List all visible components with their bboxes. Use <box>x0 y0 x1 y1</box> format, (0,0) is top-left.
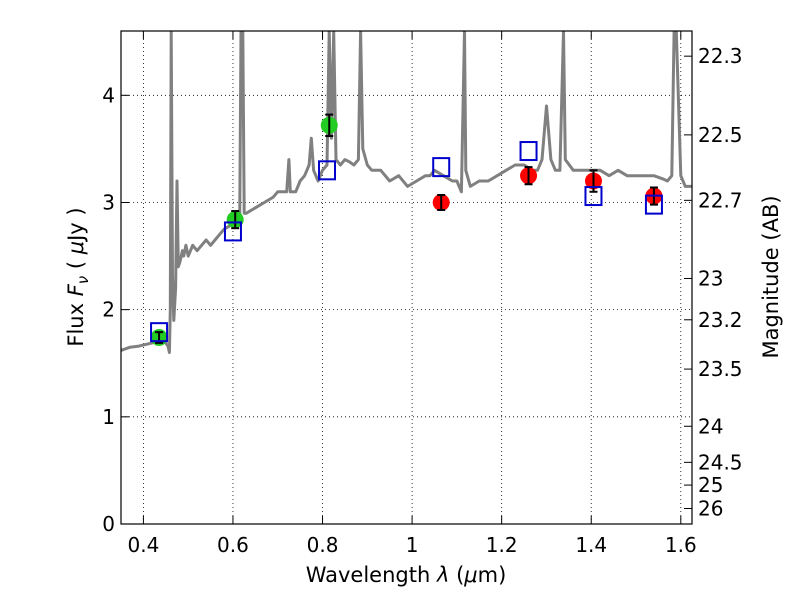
error-bar <box>231 210 240 230</box>
model-square-marker <box>318 160 337 181</box>
model-square-marker <box>223 221 242 242</box>
x-tick-label: 1.2 <box>486 533 518 557</box>
right-tick-label: 23.5 <box>698 357 743 381</box>
x-tick-label: 0.8 <box>307 533 339 557</box>
model-square-marker <box>432 157 451 178</box>
error-bar <box>589 169 598 193</box>
error-bar <box>325 113 334 138</box>
x-tick-label: 0.4 <box>127 533 159 557</box>
error-bar <box>524 166 533 186</box>
model-square-marker <box>519 141 538 162</box>
right-tick-label: 23.2 <box>698 308 743 332</box>
spectrum-layer <box>121 31 692 354</box>
right-tick-label: 22.5 <box>698 123 743 147</box>
model-square-marker <box>150 322 169 343</box>
y-tick-label: 4 <box>102 83 115 107</box>
right-tick-label: 22.7 <box>698 188 743 212</box>
x-tick-label: 1 <box>406 533 419 557</box>
model-square-marker <box>584 186 603 207</box>
x-tick-label: 1.4 <box>575 533 607 557</box>
y-axis-label: Flux Fν ( μJy ) <box>64 207 92 346</box>
right-tick-label: 24.5 <box>698 450 743 474</box>
y-tick-label: 1 <box>102 405 115 429</box>
axes-layer: 0.4 0.6 0.8 1 1.2 1.4 1.601234262524.52423.523… <box>102 30 743 557</box>
right-tick-label: 25 <box>698 473 723 497</box>
y-tick-label: 2 <box>102 298 115 322</box>
y-tick-label: 3 <box>102 190 115 214</box>
y-tick-label: 0 <box>102 512 115 536</box>
marker-layer <box>150 113 663 347</box>
plot-frame <box>120 30 693 525</box>
right-tick-label: 26 <box>698 497 723 521</box>
x-tick-label: 0.6 <box>217 533 249 557</box>
grid-lines <box>121 31 692 525</box>
right-axis-label: Magnitude (AB) <box>759 195 783 358</box>
x-axis-label: Wavelength λ (μm) <box>306 563 507 587</box>
spectrum-line <box>121 31 692 354</box>
right-tick-label: 23 <box>698 266 723 290</box>
error-bar <box>437 193 446 211</box>
model-square-marker <box>644 194 663 215</box>
x-tick-label: 1.6 <box>665 533 697 557</box>
right-tick-label: 22.3 <box>698 44 743 68</box>
right-tick-label: 24 <box>698 414 723 438</box>
